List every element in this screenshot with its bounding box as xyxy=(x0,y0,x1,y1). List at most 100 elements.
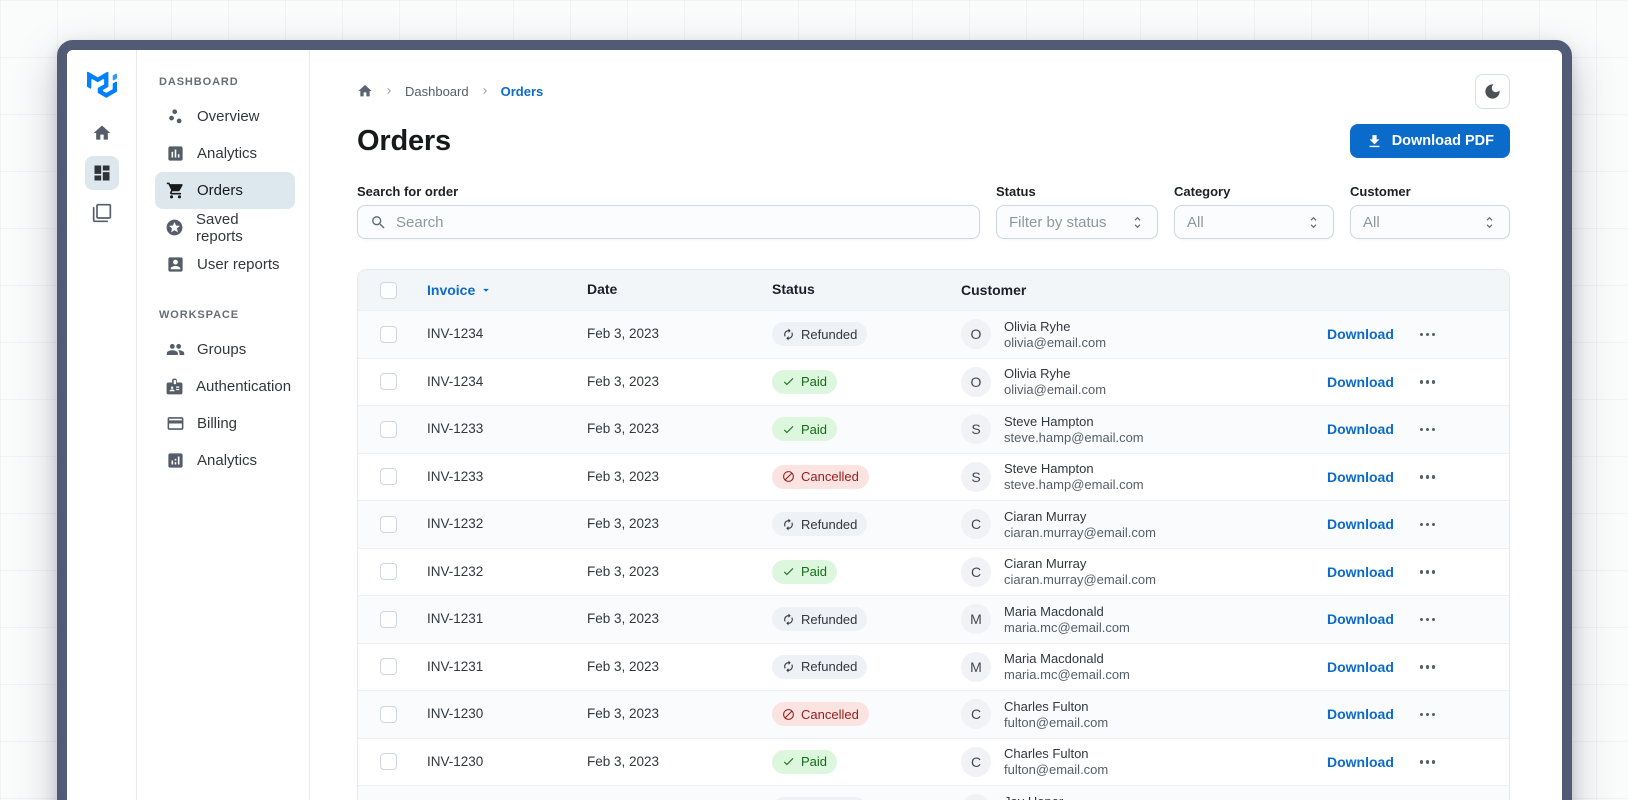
category-select[interactable]: All xyxy=(1174,205,1334,239)
row-checkbox[interactable] xyxy=(379,515,397,533)
row-checkbox[interactable] xyxy=(379,325,397,343)
invoice-id: INV-1234 xyxy=(427,326,484,342)
customer-name: Charles Fulton xyxy=(1004,698,1089,714)
download-link[interactable]: Download xyxy=(1327,373,1394,390)
customer-email: ciaran.murray@email.com xyxy=(1004,524,1156,540)
search-input[interactable] xyxy=(396,213,967,231)
download-link[interactable]: Download xyxy=(1327,468,1394,485)
refresh-icon xyxy=(782,518,795,531)
sidebar-item-orders[interactable]: Orders xyxy=(155,172,295,209)
avatar: M xyxy=(961,651,991,682)
table-row: INV-1232 Feb 3, 2023 Paid xyxy=(358,547,1509,595)
download-link[interactable]: Download xyxy=(1327,421,1394,438)
dark-mode-toggle[interactable] xyxy=(1475,73,1510,109)
breadcrumb-dashboard[interactable]: Dashboard xyxy=(405,83,469,99)
select-all-checkbox[interactable] xyxy=(379,281,397,299)
table-row: INV-1231 Feb 3, 2023 Refunded xyxy=(358,595,1509,643)
status-filter-label: Status xyxy=(996,184,1036,199)
search-box[interactable] xyxy=(357,205,980,239)
row-checkbox[interactable] xyxy=(379,420,397,438)
row-checkbox[interactable] xyxy=(379,705,397,723)
status-badge: Refunded xyxy=(772,607,868,632)
download-link[interactable]: Download xyxy=(1327,563,1394,580)
download-link[interactable]: Download xyxy=(1327,611,1394,628)
avatar: C xyxy=(961,746,991,777)
sidebar-item-analytics[interactable]: Analytics xyxy=(155,135,295,172)
customer-name: Olivia Ryhe xyxy=(1004,318,1071,334)
sidebar-item-user-reports[interactable]: User reports xyxy=(155,246,295,283)
row-menu-button[interactable] xyxy=(1416,329,1440,341)
invoice-id: INV-1232 xyxy=(427,563,484,579)
row-checkbox[interactable] xyxy=(379,658,397,676)
order-date: Feb 3, 2023 xyxy=(587,516,660,532)
sidebar-item-saved-reports[interactable]: Saved reports xyxy=(155,209,295,246)
refresh-icon xyxy=(782,660,795,673)
status-badge: Refunded xyxy=(772,797,868,800)
customer-email: olivia@email.com xyxy=(1004,382,1107,398)
sidebar: DASHBOARD Overview Analytics xyxy=(137,50,310,800)
row-menu-button[interactable] xyxy=(1416,471,1440,483)
row-menu-button[interactable] xyxy=(1416,709,1440,721)
row-menu-button[interactable] xyxy=(1416,614,1440,626)
customer-name: Ciaran Murray xyxy=(1004,556,1087,572)
status-label: Paid xyxy=(801,374,828,390)
rail-home-button[interactable] xyxy=(85,116,119,150)
breadcrumb-orders[interactable]: Orders xyxy=(500,83,544,99)
customer-email: olivia@email.com xyxy=(1004,334,1107,350)
sidebar-item-authentication[interactable]: Authentication xyxy=(155,368,295,405)
download-link[interactable]: Download xyxy=(1327,706,1394,723)
row-checkbox[interactable] xyxy=(379,468,397,486)
row-menu-button[interactable] xyxy=(1416,376,1440,388)
avatar: J xyxy=(961,794,991,800)
download-pdf-button[interactable]: Download PDF xyxy=(1349,124,1510,158)
sidebar-section-workspace: WORKSPACE xyxy=(159,309,240,321)
sidebar-item-groups[interactable]: Groups xyxy=(155,331,295,368)
row-checkbox[interactable] xyxy=(379,373,397,391)
order-date: Feb 3, 2023 xyxy=(587,373,660,389)
status-badge: Paid xyxy=(772,369,838,394)
download-link[interactable]: Download xyxy=(1327,658,1394,675)
search-label: Search for order xyxy=(357,184,459,199)
table-row: INV-1234 Feb 3, 2023 Refunded xyxy=(358,310,1509,358)
chevron-right-icon xyxy=(383,85,395,97)
rail-dashboard-button[interactable] xyxy=(84,156,119,190)
block-icon xyxy=(782,708,795,721)
sidebar-item-label: Analytics xyxy=(197,452,258,469)
sidebar-item-label: Analytics xyxy=(197,145,258,162)
sidebar-item-analytics-workspace[interactable]: Analytics xyxy=(155,442,295,479)
customer-email: maria.mc@email.com xyxy=(1004,667,1130,683)
rail-layers-button[interactable] xyxy=(85,196,119,230)
breadcrumb-home-icon[interactable] xyxy=(357,83,373,99)
download-link[interactable]: Download xyxy=(1327,753,1394,770)
row-menu-button[interactable] xyxy=(1416,519,1440,531)
row-menu-button[interactable] xyxy=(1416,424,1440,436)
row-menu-button[interactable] xyxy=(1416,661,1440,673)
row-checkbox[interactable] xyxy=(379,753,397,771)
customer-name: Ciaran Murray xyxy=(1004,508,1087,524)
status-badge: Refunded xyxy=(772,512,868,537)
sidebar-item-billing[interactable]: Billing xyxy=(155,405,295,442)
invoice-id: INV-1234 xyxy=(427,373,484,389)
sidebar-item-overview[interactable]: Overview xyxy=(155,98,295,135)
chevron-right-icon xyxy=(479,85,491,97)
row-menu-button[interactable] xyxy=(1416,756,1440,768)
customer-select[interactable]: All xyxy=(1350,205,1510,239)
avatar: C xyxy=(961,556,991,587)
status-select[interactable]: Filter by status xyxy=(996,205,1158,239)
refresh-icon xyxy=(782,328,795,341)
row-checkbox[interactable] xyxy=(379,563,397,581)
sort-invoice-header[interactable]: Invoice xyxy=(427,282,578,298)
customer-name: Steve Hampton xyxy=(1004,461,1094,477)
badge-icon xyxy=(165,377,184,397)
row-checkbox[interactable] xyxy=(379,610,397,628)
download-link[interactable]: Download xyxy=(1327,516,1394,533)
customer-filter-label: Customer xyxy=(1350,184,1411,199)
check-icon xyxy=(782,755,795,768)
refresh-icon xyxy=(782,613,795,626)
sidebar-item-label: Saved reports xyxy=(196,210,243,245)
row-menu-button[interactable] xyxy=(1416,566,1440,578)
download-link[interactable]: Download xyxy=(1327,326,1394,343)
sidebar-item-label: Billing xyxy=(197,415,238,432)
status-badge: Cancelled xyxy=(772,464,869,489)
table-row: INV-1230 Feb 3, 2023 Paid xyxy=(358,737,1509,785)
